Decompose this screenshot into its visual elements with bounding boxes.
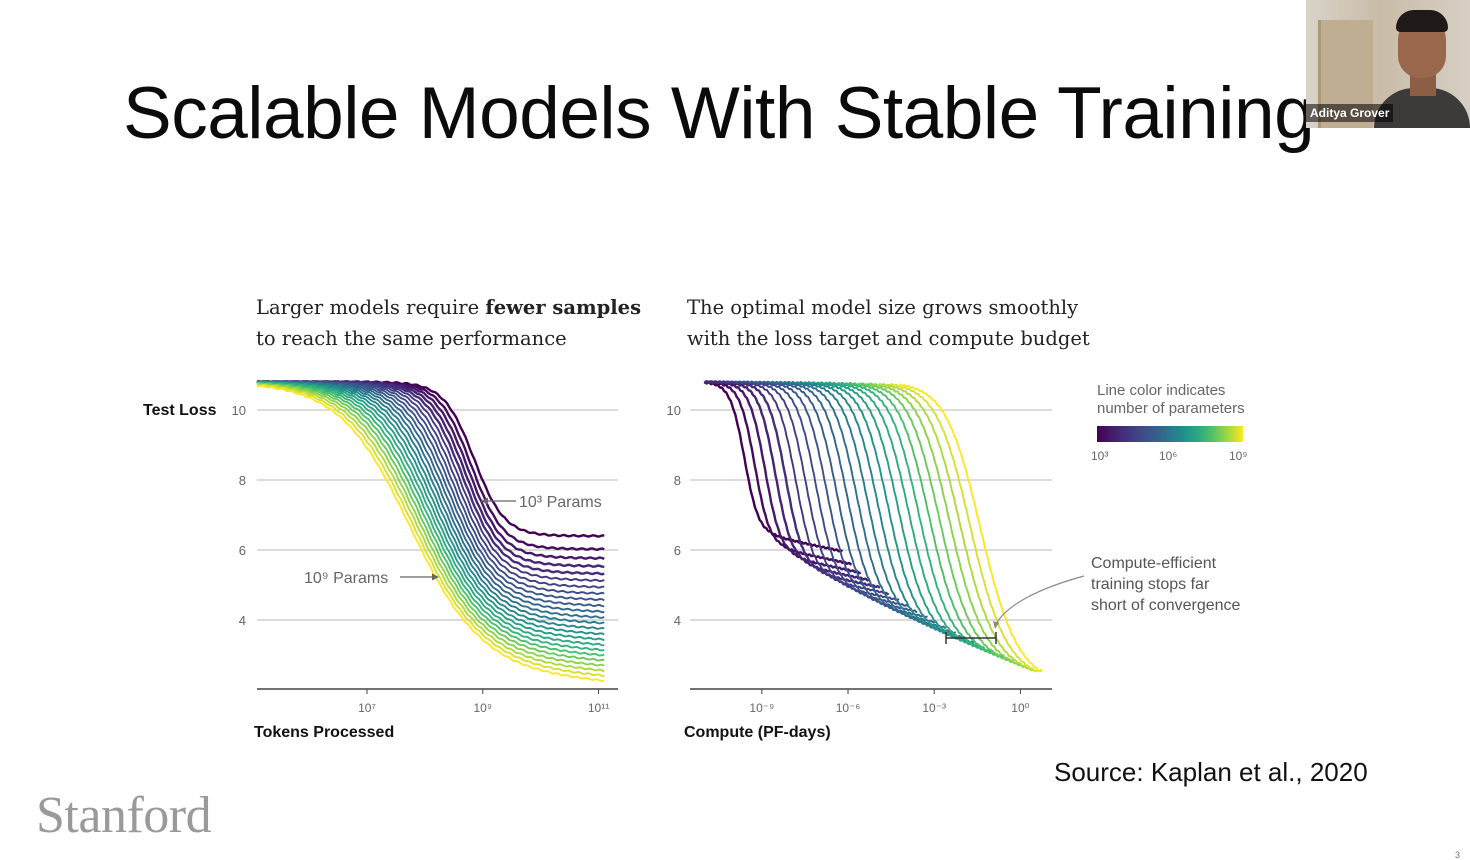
right-y-tick-label: 10: [667, 403, 681, 418]
left-x-tick-label: 10⁹: [474, 701, 493, 715]
left-x-tick-label: 10⁷: [358, 701, 376, 715]
right-series-line: [858, 382, 1023, 666]
right-series-line: [847, 381, 1014, 663]
left-caption-text: Larger models require: [256, 296, 486, 319]
left-series-line: [256, 382, 605, 667]
annotation-line-3: short of convergence: [1091, 597, 1241, 614]
webcam-person-hair: [1396, 10, 1448, 32]
left-x-axis-label: Tokens Processed: [254, 724, 394, 741]
left-x-tick-label: 10¹¹: [588, 701, 609, 715]
webcam-name-tag: Aditya Grover: [1306, 104, 1394, 122]
left-y-tick-label: 8: [239, 473, 246, 488]
left-series-line: [256, 381, 605, 652]
annotation-large-model: 10⁹ Params: [304, 570, 439, 587]
right-series-line: [899, 383, 1043, 672]
left-series-line: [256, 381, 605, 642]
left-series-line: [256, 380, 605, 551]
left-caption-bold: fewer samples: [485, 296, 642, 319]
annotation-line-1: Compute-efficient: [1091, 555, 1217, 572]
annotation-arrowhead: [432, 573, 439, 581]
right-caption-line1: The optimal model size grows smoothly: [687, 296, 1079, 319]
webcam-video-tile[interactable]: Aditya Grover: [1306, 0, 1470, 128]
annotation-small-model-label: 10³ Params: [519, 494, 602, 511]
annotation-small-model: 10³ Params: [481, 494, 602, 511]
annotation-line-2: training stops far: [1091, 576, 1210, 593]
slide-title: Scalable Models With Stable Training: [123, 73, 1315, 154]
left-series-line: [256, 382, 605, 662]
left-y-tick-label: 4: [239, 613, 246, 628]
colorbar-gradient: [1097, 426, 1243, 442]
page-number: 3: [1454, 850, 1460, 860]
right-x-axis-label: Compute (PF-days): [684, 724, 831, 741]
right-y-tick-label: 8: [674, 473, 681, 488]
right-x-tick-label: 10⁰: [1011, 701, 1029, 715]
annotation-large-model-label: 10⁹ Params: [304, 570, 388, 587]
annotation-arrowhead: [481, 497, 488, 505]
left-chart-caption: Larger models require fewer samples to r…: [256, 292, 641, 354]
right-x-tick-label: 10⁻⁹: [749, 701, 774, 715]
right-ticks: 10 8 6 4 10⁻⁹ 10⁻⁶ 10⁻³ 10⁰: [667, 403, 1030, 715]
right-x-tick-label: 10⁻³: [922, 701, 946, 715]
right-series-line: [888, 383, 1043, 673]
colorbar-tick-min: 10³: [1091, 449, 1108, 463]
left-series-line: [256, 383, 605, 673]
left-series-line: [256, 381, 605, 647]
annotation-compute-efficient: Compute-efficient training stops far sho…: [945, 555, 1241, 644]
right-x-tick-label: 10⁻⁶: [836, 701, 861, 715]
colorbar-legend: Line color indicates number of parameter…: [1091, 382, 1248, 463]
right-series-line: [703, 380, 853, 566]
right-series-group: [703, 380, 1043, 673]
right-series-line: [878, 382, 1042, 673]
left-y-axis-label: Test Loss: [143, 402, 217, 419]
right-series-line: [837, 381, 1004, 658]
colorbar-label-line1: Line color indicates: [1097, 382, 1225, 399]
right-grid: [690, 409, 1052, 690]
right-series-line: [827, 381, 995, 653]
right-caption-line2: with the loss target and compute budget: [687, 327, 1090, 350]
left-series-line: [256, 384, 605, 678]
left-series-line: [256, 384, 605, 683]
right-y-tick-label: 4: [674, 613, 681, 628]
left-series-line: [256, 381, 605, 657]
annotation-arrowhead: [993, 621, 999, 629]
left-caption-line2: to reach the same performance: [256, 327, 567, 350]
source-citation: Source: Kaplan et al., 2020: [1054, 757, 1368, 787]
left-y-tick-label: 10: [232, 403, 246, 418]
annotation-curve: [994, 575, 1085, 627]
right-y-tick-label: 6: [674, 543, 681, 558]
right-series-line: [868, 382, 1032, 671]
colorbar-tick-max: 10⁹: [1229, 449, 1248, 463]
left-series-group: [256, 380, 605, 683]
stanford-logo: Stanford: [36, 787, 212, 844]
colorbar-tick-mid: 10⁶: [1159, 449, 1177, 463]
left-ticks: 10 8 6 4 10⁷ 10⁹ 10¹¹: [232, 403, 610, 715]
left-y-tick-label: 6: [239, 543, 246, 558]
right-chart-caption: The optimal model size grows smoothly wi…: [687, 292, 1090, 354]
colorbar-label-line2: number of parameters: [1097, 400, 1245, 417]
